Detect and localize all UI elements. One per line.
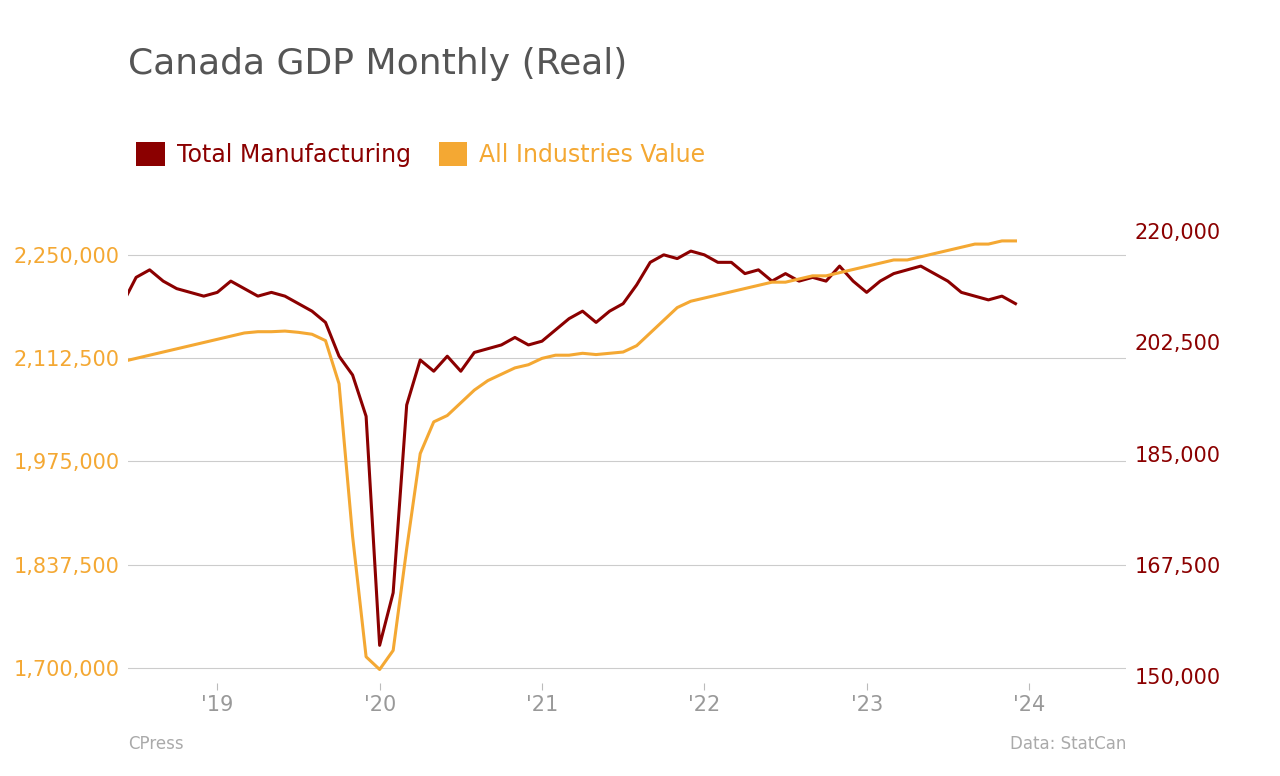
Text: CPress: CPress — [128, 735, 183, 753]
Text: Canada GDP Monthly (Real): Canada GDP Monthly (Real) — [128, 47, 627, 81]
Legend: Total Manufacturing, All Industries Value: Total Manufacturing, All Industries Valu… — [127, 132, 714, 176]
Text: Data: StatCan: Data: StatCan — [1010, 735, 1126, 753]
